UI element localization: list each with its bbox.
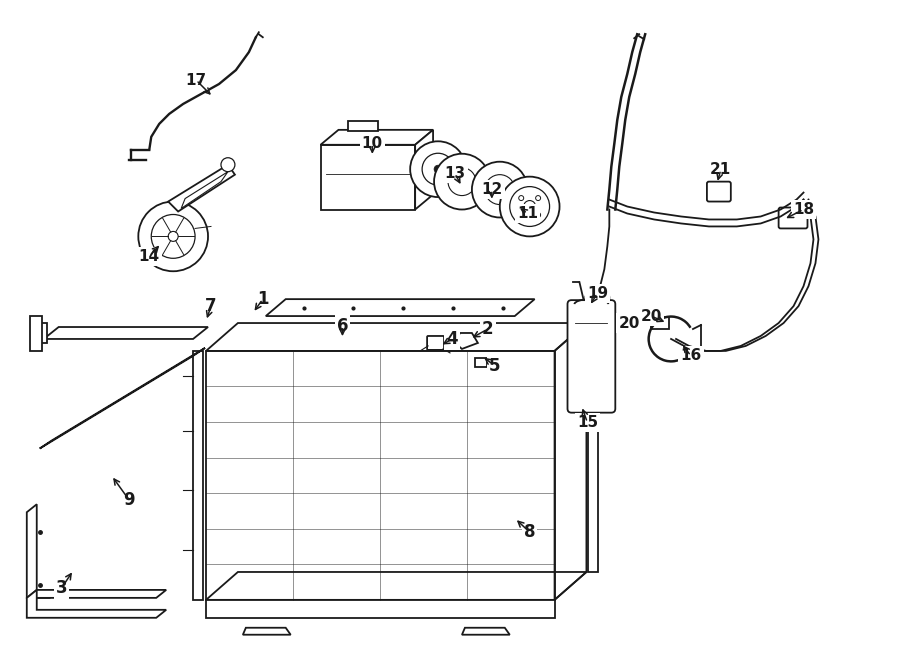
Polygon shape — [27, 504, 59, 598]
Text: 1: 1 — [257, 290, 268, 308]
Polygon shape — [40, 348, 205, 449]
Bar — [30, 316, 41, 351]
Bar — [194, 351, 203, 600]
Circle shape — [518, 196, 524, 200]
Polygon shape — [27, 590, 166, 618]
Circle shape — [518, 212, 524, 217]
FancyBboxPatch shape — [778, 208, 807, 229]
Circle shape — [500, 176, 560, 237]
Text: 3: 3 — [56, 579, 68, 597]
Circle shape — [536, 212, 541, 217]
Polygon shape — [243, 628, 291, 635]
Bar — [37, 323, 47, 343]
Bar — [348, 121, 378, 131]
Polygon shape — [27, 590, 166, 598]
Circle shape — [434, 165, 442, 173]
Polygon shape — [320, 145, 415, 210]
Polygon shape — [462, 628, 509, 635]
Polygon shape — [320, 130, 433, 145]
Circle shape — [536, 196, 541, 200]
Text: 6: 6 — [337, 317, 348, 335]
Text: 20: 20 — [641, 309, 662, 324]
Circle shape — [410, 141, 466, 197]
Polygon shape — [266, 299, 535, 316]
Circle shape — [434, 154, 490, 210]
Polygon shape — [168, 165, 235, 212]
Circle shape — [139, 202, 208, 271]
FancyBboxPatch shape — [568, 300, 616, 412]
Bar — [589, 323, 598, 572]
Text: 11: 11 — [518, 206, 538, 221]
FancyBboxPatch shape — [585, 295, 609, 315]
Polygon shape — [455, 333, 478, 349]
Circle shape — [221, 158, 235, 172]
Text: 12: 12 — [482, 182, 502, 197]
Text: 16: 16 — [680, 348, 702, 364]
FancyBboxPatch shape — [428, 336, 444, 350]
Text: 18: 18 — [793, 202, 814, 217]
Bar — [475, 358, 487, 367]
Text: 5: 5 — [489, 357, 500, 375]
Circle shape — [472, 162, 527, 217]
Bar — [206, 600, 554, 618]
Circle shape — [524, 200, 536, 212]
FancyBboxPatch shape — [706, 182, 731, 202]
Text: 17: 17 — [185, 73, 207, 87]
Text: 21: 21 — [710, 162, 732, 177]
Text: 8: 8 — [524, 523, 536, 541]
Text: 9: 9 — [123, 491, 135, 509]
Text: 4: 4 — [446, 330, 458, 348]
Text: 14: 14 — [139, 249, 160, 264]
Text: 19: 19 — [587, 286, 608, 301]
Polygon shape — [181, 172, 228, 208]
Text: 20: 20 — [618, 315, 640, 330]
Text: 15: 15 — [577, 415, 598, 430]
Polygon shape — [415, 130, 433, 210]
Text: 10: 10 — [362, 136, 382, 151]
Polygon shape — [44, 327, 208, 339]
Bar — [652, 317, 669, 329]
Circle shape — [168, 231, 178, 241]
Text: 2: 2 — [482, 320, 494, 338]
Text: 7: 7 — [205, 297, 217, 315]
Text: 13: 13 — [445, 166, 465, 181]
